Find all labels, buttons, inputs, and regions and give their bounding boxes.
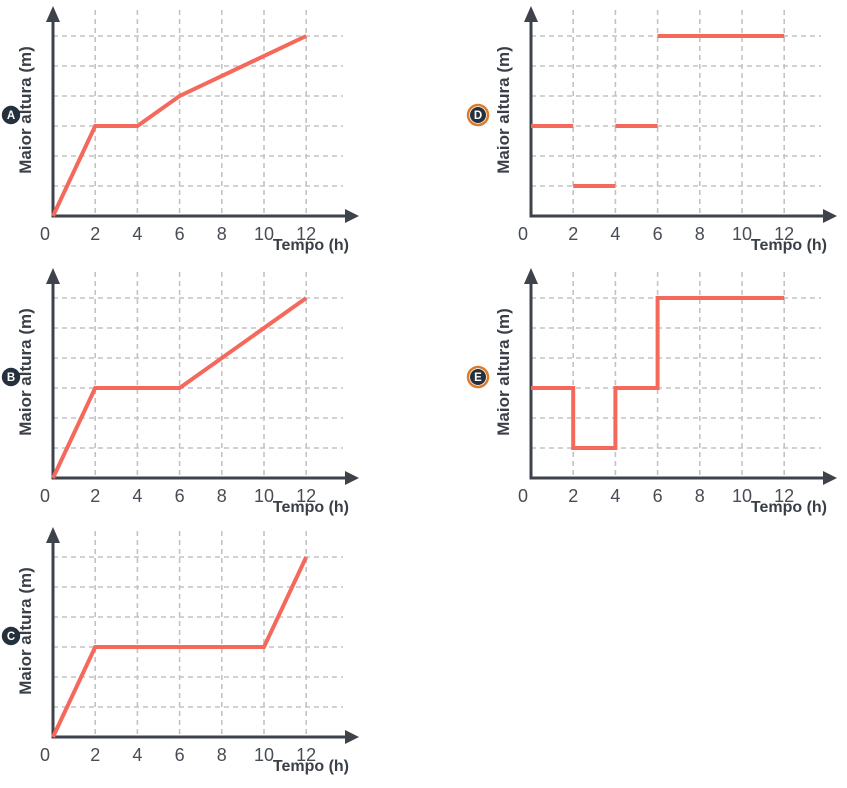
x-tick-6: 6 xyxy=(653,486,663,506)
axes xyxy=(524,268,837,485)
y-axis-title: Maior altura (m) xyxy=(494,46,513,174)
badge-B: B xyxy=(1,367,21,387)
x-tick-8: 8 xyxy=(217,745,227,765)
x-tick-6: 6 xyxy=(175,486,185,506)
chart-C: 0 2 4 6 8 10 12 Tempo (h) Maior altura (m) C xyxy=(0,521,420,787)
y-axis-arrow-icon xyxy=(524,268,538,284)
gridlines xyxy=(531,272,821,478)
x-tick-6: 6 xyxy=(653,224,663,244)
x-tick-0: 0 xyxy=(518,224,528,244)
x-tick-labels: 0 2 4 6 8 10 12 xyxy=(40,224,316,244)
x-tick-10: 10 xyxy=(732,224,752,244)
y-axis-title: Maior altura (m) xyxy=(16,46,35,174)
x-tick-4: 4 xyxy=(132,486,142,506)
x-tick-0: 0 xyxy=(40,486,50,506)
y-axis-arrow-icon xyxy=(46,6,60,22)
series-altura-step xyxy=(531,296,785,450)
x-axis-title: Tempo (h) xyxy=(751,499,827,516)
chart-B: 0 2 4 6 8 10 12 Tempo (h) Maior altura (m) B xyxy=(0,262,420,528)
badge-letter: B xyxy=(7,372,15,384)
x-tick-8: 8 xyxy=(217,224,227,244)
series-altura xyxy=(51,556,309,738)
x-tick-12: 12 xyxy=(296,224,316,244)
badge-D: D xyxy=(466,103,490,127)
x-axis-title: Tempo (h) xyxy=(273,758,349,775)
x-tick-0: 0 xyxy=(40,745,50,765)
x-tick-10: 10 xyxy=(254,745,274,765)
x-tick-10: 10 xyxy=(254,224,274,244)
x-tick-8: 8 xyxy=(217,486,227,506)
x-tick-2: 2 xyxy=(568,486,578,506)
x-tick-labels: 0 2 4 6 8 10 12 xyxy=(40,745,316,765)
chart-E: 0 2 4 6 8 10 12 Tempo (h) Maior altura (m) E xyxy=(427,262,847,528)
x-tick-2: 2 xyxy=(90,486,100,506)
chart-D: 0 2 4 6 8 10 12 Tempo (h) Maior altura (m) D xyxy=(427,0,847,266)
y-axis-arrow-icon xyxy=(46,268,60,284)
gridlines xyxy=(53,531,343,737)
x-tick-4: 4 xyxy=(610,224,620,244)
badge-E: E xyxy=(466,365,490,389)
badge-A: A xyxy=(1,105,21,125)
x-axis-title: Tempo (h) xyxy=(751,237,827,254)
x-axis-arrow-icon xyxy=(345,209,359,223)
badge-ring xyxy=(466,103,490,127)
x-tick-0: 0 xyxy=(518,486,528,506)
x-tick-10: 10 xyxy=(254,486,274,506)
x-tick-4: 4 xyxy=(132,224,142,244)
y-axis-title: Maior altura (m) xyxy=(494,308,513,436)
x-tick-labels: 0 2 4 6 8 10 12 xyxy=(518,224,794,244)
x-tick-12: 12 xyxy=(296,486,316,506)
x-tick-2: 2 xyxy=(90,745,100,765)
x-axis-arrow-icon xyxy=(823,209,837,223)
x-tick-10: 10 xyxy=(732,486,752,506)
x-tick-12: 12 xyxy=(296,745,316,765)
badge-letter: E xyxy=(474,372,482,384)
x-tick-12: 12 xyxy=(774,224,794,244)
y-axis-title: Maior altura (m) xyxy=(16,567,35,695)
x-tick-2: 2 xyxy=(568,224,578,244)
x-axis-arrow-icon xyxy=(345,730,359,744)
x-tick-8: 8 xyxy=(695,486,705,506)
y-axis-arrow-icon xyxy=(524,6,538,22)
axes xyxy=(524,6,837,223)
axes xyxy=(46,268,359,485)
series-altura xyxy=(51,296,308,479)
x-tick-labels: 0 2 4 6 8 10 12 xyxy=(518,486,794,506)
x-tick-8: 8 xyxy=(695,224,705,244)
chart-A: 0 2 4 6 8 10 12 Tempo (h) Maior altura (m) A xyxy=(0,0,420,266)
series-altura xyxy=(51,34,308,217)
badge-letter: C xyxy=(7,631,15,643)
badge-letter: A xyxy=(7,110,15,122)
axes xyxy=(46,527,359,744)
x-tick-4: 4 xyxy=(610,486,620,506)
y-axis-arrow-icon xyxy=(46,527,60,543)
x-axis-arrow-icon xyxy=(345,471,359,485)
x-tick-6: 6 xyxy=(175,745,185,765)
badge-ring xyxy=(466,365,490,389)
y-axis-title: Maior altura (m) xyxy=(16,308,35,436)
badge-C: C xyxy=(1,626,21,646)
x-tick-labels: 0 2 4 6 8 10 12 xyxy=(40,486,316,506)
x-tick-12: 12 xyxy=(774,486,794,506)
x-tick-0: 0 xyxy=(40,224,50,244)
x-axis-title: Tempo (h) xyxy=(273,499,349,516)
x-axis-arrow-icon xyxy=(823,471,837,485)
x-tick-4: 4 xyxy=(132,745,142,765)
x-tick-2: 2 xyxy=(90,224,100,244)
badge-letter: D xyxy=(474,110,482,122)
axes xyxy=(46,6,359,223)
x-axis-title: Tempo (h) xyxy=(273,237,349,254)
x-tick-6: 6 xyxy=(175,224,185,244)
